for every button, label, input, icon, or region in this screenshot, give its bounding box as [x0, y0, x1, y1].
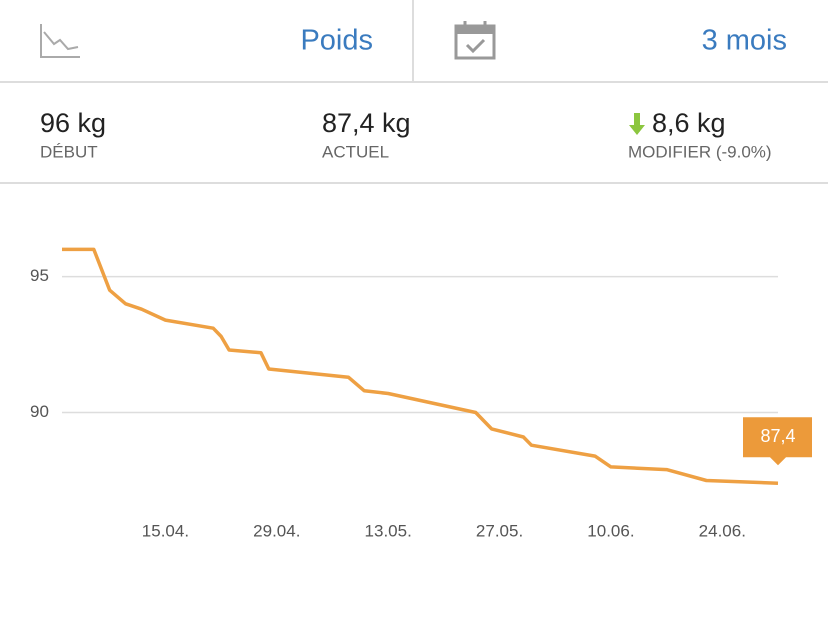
weight-line	[62, 247, 779, 485]
x-tick-label: 29.04.	[253, 521, 300, 540]
period-button[interactable]: 3 mois	[454, 21, 787, 60]
calendar-icon-top	[456, 26, 494, 34]
chart-type-button[interactable]: Poids	[40, 24, 373, 58]
chart-icon	[40, 24, 80, 58]
down-arrow	[629, 113, 645, 135]
calendar-check	[465, 38, 486, 54]
x-tick-label: 15.04.	[142, 521, 189, 540]
stat-value: 8,6 kg	[652, 108, 726, 138]
chart-icon-line	[43, 31, 79, 51]
x-tick-label: 13.05.	[365, 521, 412, 540]
metric: Poids	[300, 25, 373, 57]
y-tick-label: 90	[30, 402, 49, 421]
stat-label: MODIFIER (-9.0%)	[628, 142, 772, 161]
stat-label: ACTUEL	[322, 142, 389, 161]
callout-label: 87,4	[760, 426, 795, 446]
callout-box	[743, 417, 812, 466]
x-tick-label: 27.05.	[476, 521, 523, 540]
value-callout: 87,4	[743, 417, 812, 466]
x-tick-label: 24.06.	[699, 521, 746, 540]
stat-value: 87,4 kg	[322, 108, 411, 138]
x-tick-label: 10.06.	[587, 521, 634, 540]
stat-label: DÉBUT	[40, 142, 98, 161]
stat-value: 96 kg	[40, 108, 106, 138]
y-tick-label: 95	[30, 266, 49, 285]
period: 3 mois	[702, 25, 787, 57]
